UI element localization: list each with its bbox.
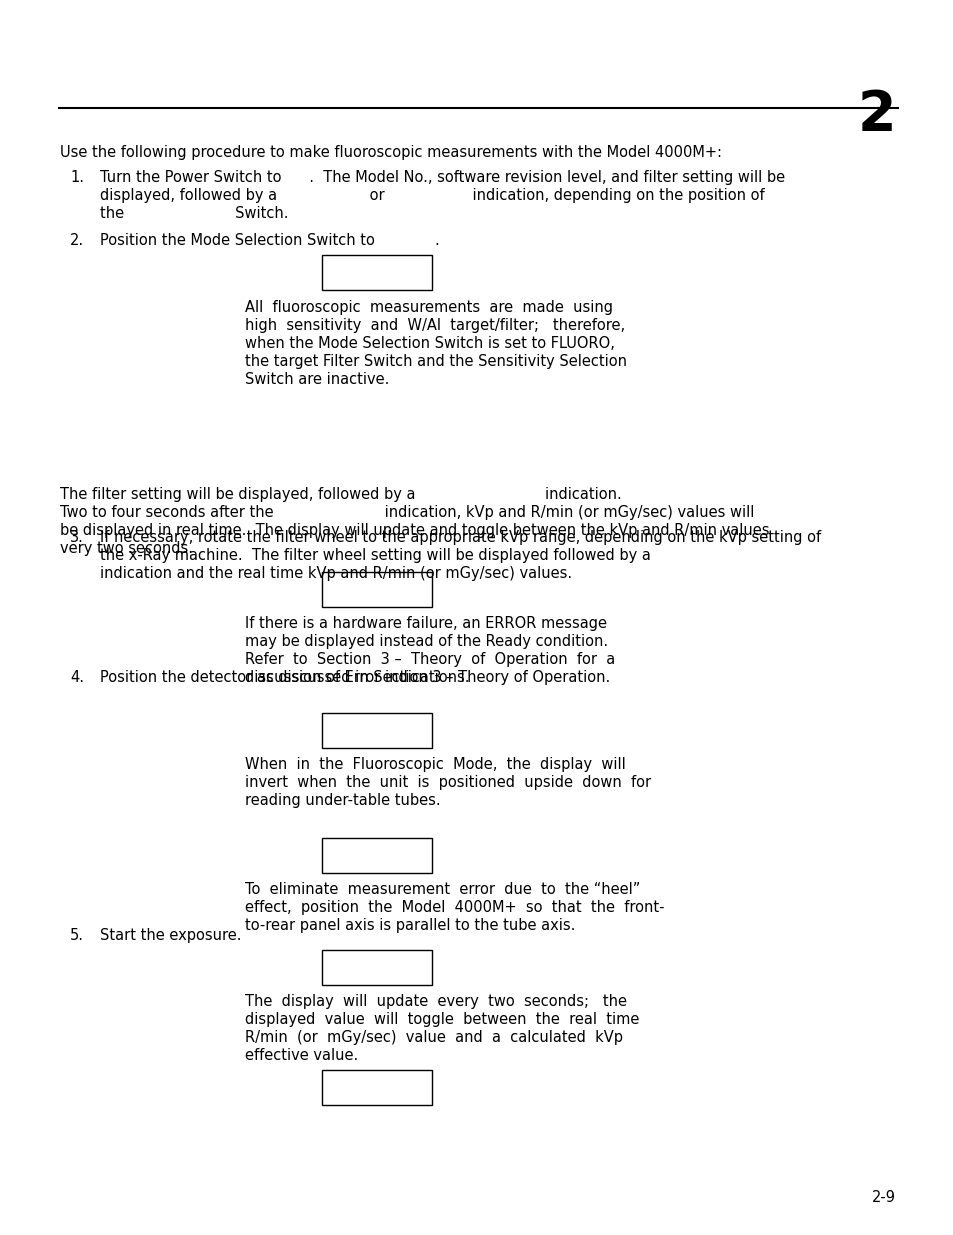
Text: If necessary, rotate the filter wheel to the appropriate kVp range, depending on: If necessary, rotate the filter wheel to…	[100, 530, 821, 545]
Text: the target Filter Switch and the Sensitivity Selection: the target Filter Switch and the Sensiti…	[245, 354, 626, 369]
Text: displayed, followed by a                    or                   indication, dep: displayed, followed by a or indication, …	[100, 188, 763, 203]
Text: high  sensitivity  and  W/Al  target/filter;   therefore,: high sensitivity and W/Al target/filter;…	[245, 317, 624, 333]
Text: Switch are inactive.: Switch are inactive.	[245, 372, 389, 387]
Text: 5.: 5.	[70, 927, 84, 944]
Text: the                        Switch.: the Switch.	[100, 206, 288, 221]
Bar	[322, 1070, 432, 1105]
Text: effect,  position  the  Model  4000M+  so  that  the  front-: effect, position the Model 4000M+ so tha…	[245, 900, 664, 915]
Bar	[322, 950, 432, 986]
Text: Refer  to  Section  3 –  Theory  of  Operation  for  a: Refer to Section 3 – Theory of Operation…	[245, 652, 615, 667]
Text: discussion of Error indications.: discussion of Error indications.	[245, 671, 469, 685]
Text: Position the detector as discussed in Section 3 – Theory of Operation.: Position the detector as discussed in Se…	[100, 671, 610, 685]
Bar	[322, 254, 432, 290]
Text: when the Mode Selection Switch is set to FLUORO,: when the Mode Selection Switch is set to…	[245, 336, 615, 351]
Text: Use the following procedure to make fluoroscopic measurements with the Model 400: Use the following procedure to make fluo…	[60, 144, 721, 161]
Text: indication and the real time kVp and R/min (or mGy/sec) values.: indication and the real time kVp and R/m…	[100, 566, 572, 580]
Text: Position the Mode Selection Switch to             .: Position the Mode Selection Switch to .	[100, 233, 439, 248]
Text: R/min  (or  mGy/sec)  value  and  a  calculated  kVp: R/min (or mGy/sec) value and a calculate…	[245, 1030, 622, 1045]
Text: To  eliminate  measurement  error  due  to  the “heel”: To eliminate measurement error due to th…	[245, 882, 639, 897]
Bar	[322, 572, 432, 606]
Text: Start the exposure.: Start the exposure.	[100, 927, 241, 944]
Text: very two seconds.: very two seconds.	[60, 541, 193, 556]
Text: The  display  will  update  every  two  seconds;   the: The display will update every two second…	[245, 994, 626, 1009]
Text: 2.: 2.	[70, 233, 84, 248]
Text: 1.: 1.	[70, 170, 84, 185]
Text: invert  when  the  unit  is  positioned  upside  down  for: invert when the unit is positioned upsid…	[245, 776, 651, 790]
Bar	[322, 839, 432, 873]
Text: the x-Ray machine.  The filter wheel setting will be displayed followed by a: the x-Ray machine. The filter wheel sett…	[100, 548, 650, 563]
Text: If there is a hardware failure, an ERROR message: If there is a hardware failure, an ERROR…	[245, 616, 606, 631]
Text: to-rear panel axis is parallel to the tube axis.: to-rear panel axis is parallel to the tu…	[245, 918, 575, 932]
Text: 4.: 4.	[70, 671, 84, 685]
Text: 3.: 3.	[70, 530, 84, 545]
Text: 2-9: 2-9	[871, 1191, 895, 1205]
Text: reading under-table tubes.: reading under-table tubes.	[245, 793, 440, 808]
Text: effective value.: effective value.	[245, 1049, 358, 1063]
Text: When  in  the  Fluoroscopic  Mode,  the  display  will: When in the Fluoroscopic Mode, the displ…	[245, 757, 625, 772]
Text: be displayed in real time.  The display will update and toggle between the kVp a: be displayed in real time. The display w…	[60, 522, 769, 538]
Text: may be displayed instead of the Ready condition.: may be displayed instead of the Ready co…	[245, 634, 607, 650]
Bar	[322, 713, 432, 748]
Text: Turn the Power Switch to      .  The Model No., software revision level, and fil: Turn the Power Switch to . The Model No.…	[100, 170, 784, 185]
Text: The filter setting will be displayed, followed by a                            i: The filter setting will be displayed, fo…	[60, 487, 621, 501]
Text: Two to four seconds after the                        indication, kVp and R/min (: Two to four seconds after the indication…	[60, 505, 754, 520]
Text: displayed  value  will  toggle  between  the  real  time: displayed value will toggle between the …	[245, 1011, 639, 1028]
Text: 2: 2	[857, 88, 895, 142]
Text: All  fluoroscopic  measurements  are  made  using: All fluoroscopic measurements are made u…	[245, 300, 613, 315]
